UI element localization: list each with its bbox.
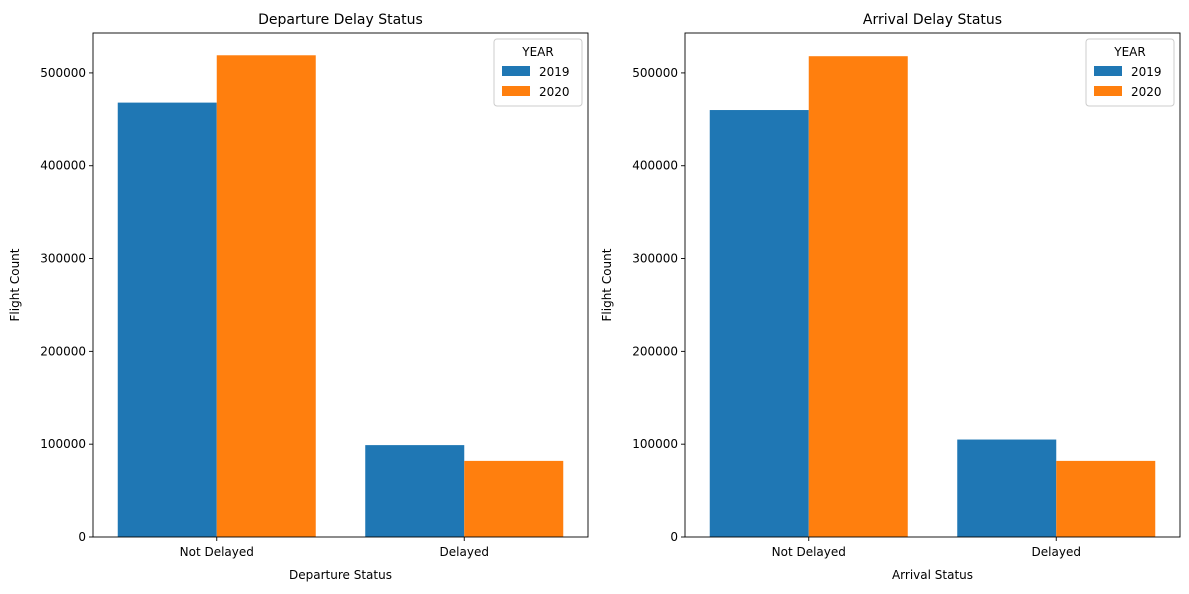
y-ticks: 0 100000 200000 300000 400000 500000	[40, 66, 93, 544]
legend-swatch-2019	[1094, 66, 1122, 76]
x-tick-label: Not Delayed	[180, 545, 254, 559]
y-tick-label: 300000	[40, 252, 86, 266]
x-tick-label: Delayed	[440, 545, 489, 559]
legend-swatch-2020	[502, 86, 530, 96]
chart-title: Departure Delay Status	[258, 12, 423, 28]
y-tick-label: 500000	[632, 66, 678, 80]
x-ticks: Not Delayed Delayed	[180, 537, 489, 559]
x-tick-label: Not Delayed	[772, 545, 846, 559]
x-axis-label: Departure Status	[289, 568, 392, 582]
legend-label-2019: 2019	[1131, 65, 1162, 79]
legend: YEAR 2019 2020	[493, 38, 583, 107]
axes-frame	[92, 32, 589, 538]
y-axis-label: Flight Count	[8, 248, 22, 321]
chart-panel-1: 0 100000 200000 300000 400000 500000 Not Delay…	[8, 12, 589, 582]
bar-not-delayed-2019	[117, 102, 217, 538]
y-tick-label: 400000	[632, 159, 678, 173]
y-ticks: 0 100000 200000 300000 400000 500000	[632, 66, 685, 544]
bar-not-delayed-2020	[216, 55, 316, 537]
bar-delayed-2020	[1056, 460, 1156, 537]
y-tick-label: 100000	[40, 437, 86, 451]
legend-title: YEAR	[521, 45, 553, 59]
y-tick-label: 400000	[40, 159, 86, 173]
legend-label-2019: 2019	[539, 65, 570, 79]
y-axis-label: Flight Count	[600, 248, 614, 321]
legend-label-2020: 2020	[1131, 85, 1162, 99]
axes-frame	[684, 32, 1181, 538]
x-tick-label: Delayed	[1032, 545, 1081, 559]
bars	[709, 56, 1156, 537]
y-tick-label: 100000	[632, 437, 678, 451]
legend-swatch-2019	[502, 66, 530, 76]
chart-panel-2: 0 100000 200000 300000 400000 500000 Not Delay…	[600, 12, 1181, 582]
bars	[117, 55, 564, 538]
x-ticks: Not Delayed Delayed	[772, 537, 1081, 559]
chart-title: Arrival Delay Status	[863, 12, 1002, 28]
y-tick-label: 300000	[632, 252, 678, 266]
bar-delayed-2019	[365, 445, 465, 537]
y-tick-label: 200000	[40, 344, 86, 358]
legend-label-2020: 2020	[539, 85, 570, 99]
bar-delayed-2019	[957, 439, 1057, 537]
legend-title: YEAR	[1113, 45, 1145, 59]
legend-swatch-2020	[1094, 86, 1122, 96]
y-tick-label: 0	[78, 530, 86, 544]
bar-not-delayed-2019	[709, 110, 809, 537]
legend: YEAR 2019 2020	[1085, 38, 1175, 107]
bar-delayed-2020	[464, 460, 564, 537]
y-tick-label: 500000	[40, 66, 86, 80]
bar-not-delayed-2020	[808, 56, 908, 537]
y-tick-label: 200000	[632, 344, 678, 358]
x-axis-label: Arrival Status	[892, 568, 973, 582]
y-tick-label: 0	[670, 530, 678, 544]
